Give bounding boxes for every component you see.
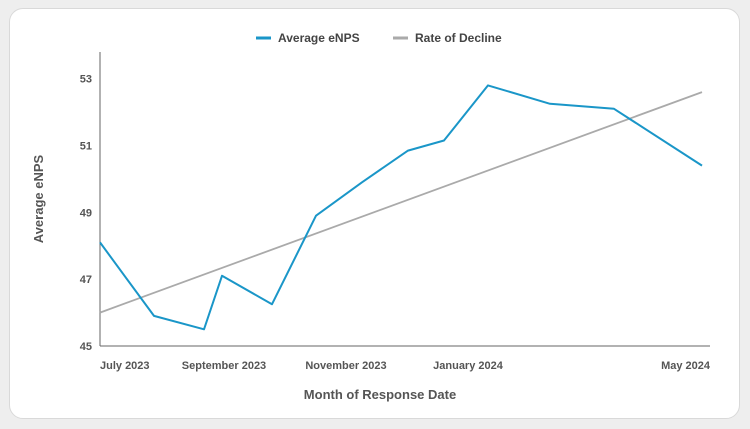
y-axis-title: Average eNPS [31,154,46,243]
y-tick-label: 51 [80,141,92,153]
series-lines [99,84,703,331]
legend: Average eNPS Rate of Decline [256,31,502,45]
x-axis-title: Month of Response Date [304,387,456,402]
x-tick-label: November 2023 [305,360,386,372]
x-tick-label: July 2023 [100,360,150,372]
x-tick-label: September 2023 [182,360,266,372]
y-tick-label: 53 [80,74,92,86]
legend-label-average-enps: Average eNPS [278,31,360,45]
chart-card [9,8,740,419]
y-tick-label: 47 [80,274,92,286]
series-line-rate-of-decline [99,91,703,314]
axes [99,52,710,347]
legend-label-rate-of-decline: Rate of Decline [415,31,502,45]
y-ticks: 45 47 49 51 53 [80,74,92,353]
x-ticks: July 2023 September 2023 November 2023 Janu… [100,360,711,372]
y-tick-label: 45 [80,341,92,353]
x-tick-label: May 2024 [661,360,711,372]
series-line-average-enps [99,84,703,331]
x-tick-label: January 2024 [433,360,504,372]
y-tick-label: 49 [80,207,92,219]
